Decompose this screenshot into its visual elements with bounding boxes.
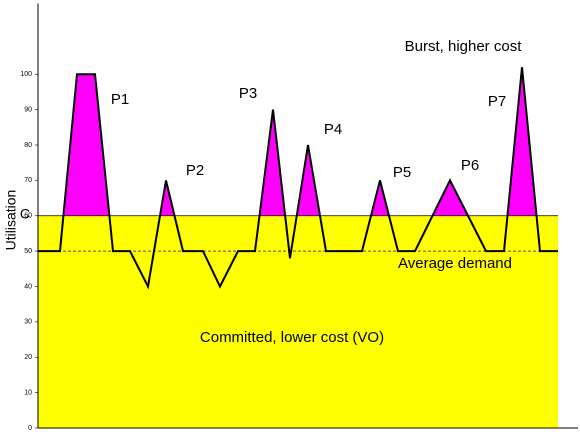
utilisation-line	[38, 67, 558, 290]
y-tick-label: 50	[24, 248, 32, 255]
average-label: Average demand	[398, 255, 512, 272]
y-tick-label: 10	[24, 389, 32, 396]
y-tick-label: 0	[28, 425, 32, 432]
y-tick-label: 30	[24, 319, 32, 326]
y-tick-label: 70	[24, 177, 32, 184]
burst-area	[259, 109, 286, 216]
annotation: P6	[461, 157, 479, 174]
annotation: P3	[239, 85, 257, 102]
y-axis-label: Utilisation	[3, 190, 19, 251]
committed-label: C	[20, 205, 30, 221]
burst-area	[160, 180, 175, 216]
y-tick-label: 90	[24, 106, 32, 113]
y-tick-label: 100	[20, 71, 32, 78]
y-tick-label: 60	[24, 213, 32, 220]
annotation: P4	[324, 121, 342, 138]
y-tick-label: 40	[24, 283, 32, 290]
annotation: P2	[186, 162, 204, 179]
y-tick-label: 20	[24, 354, 32, 361]
burst-area	[432, 180, 468, 216]
annotation: Burst, higher cost	[405, 38, 523, 55]
burst-area	[296, 145, 320, 216]
annotation: P5	[393, 164, 411, 181]
annotation: P7	[488, 93, 506, 110]
y-tick-label: 80	[24, 142, 32, 149]
annotation: P1	[111, 91, 129, 108]
burst-area	[371, 180, 389, 216]
annotation: Committed, lower cost (VO)	[200, 329, 384, 346]
burst-area	[507, 67, 537, 216]
committed-area	[38, 215, 558, 428]
